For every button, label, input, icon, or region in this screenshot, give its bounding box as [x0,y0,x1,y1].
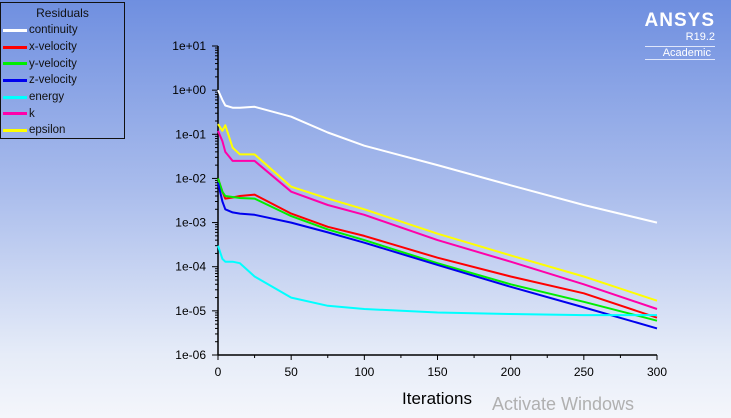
legend-swatch [3,95,27,99]
x-tick-label: 300 [647,365,667,379]
y-tick-label: 1e+00 [172,83,206,97]
legend-item-continuity: continuity [1,22,124,39]
legend: Residuals continuity x-velocity y-velocity… [0,2,125,139]
x-tick-label: 0 [215,365,222,379]
x-tick-label: 200 [501,365,521,379]
ansys-logo: ANSYS R19.2 Academic [644,10,715,60]
x-tick-label: 250 [574,365,594,379]
series-line-continuity [217,89,658,224]
legend-swatch [3,112,27,116]
legend-label: k [29,107,35,120]
y-tick-label: 1e-01 [175,127,206,141]
legend-label: y-velocity [29,57,77,70]
activate-windows-watermark: Activate Windows [492,394,635,414]
series-line-x-velocity [217,178,658,319]
y-tick-label: 1e-05 [175,304,206,318]
legend-item-z-velocity: z-velocity [1,72,124,89]
x-axis-label: Iterations [402,389,472,408]
x-tick-label: 150 [427,365,447,379]
legend-swatch [3,62,27,66]
legend-label: epsilon [29,124,66,137]
legend-item-y-velocity: y-velocity [1,55,124,72]
legend-label: energy [29,91,65,104]
y-tick-label: 1e-03 [175,216,206,230]
legend-item-epsilon: epsilon [1,122,124,139]
series-line-epsilon [217,123,658,302]
y-tick-label: 1e-04 [175,260,206,274]
legend-title: Residuals [36,6,89,20]
legend-swatch [3,78,27,82]
series-line-k [217,130,658,310]
series-line-y-velocity [217,178,658,322]
legend-label: continuity [29,24,78,37]
axes: 0 50 100 150 200 250 300 1e+01 1e+00 1e-01 1e-02 1e… [172,39,667,379]
x-tick-label: 100 [354,365,374,379]
legend-swatch [3,28,27,32]
logo-name: ANSYS [644,10,715,31]
series-lines [217,89,658,330]
legend-swatch [3,128,27,132]
y-tick-label: 1e+01 [172,39,206,53]
series-line-z-velocity [217,182,658,330]
legend-swatch [3,45,27,49]
legend-item-x-velocity: x-velocity [1,39,124,56]
legend-item-k: k [1,105,124,122]
series-line-energy [217,245,657,317]
legend-item-energy: energy [1,89,124,106]
logo-version: R19.2 [685,31,715,43]
y-tick-label: 1e-02 [175,171,206,185]
legend-label: x-velocity [29,41,77,54]
x-tick-label: 50 [284,365,298,379]
legend-label: z-velocity [29,74,77,87]
logo-edition: Academic [644,46,715,60]
y-tick-label: 1e-06 [175,348,206,362]
